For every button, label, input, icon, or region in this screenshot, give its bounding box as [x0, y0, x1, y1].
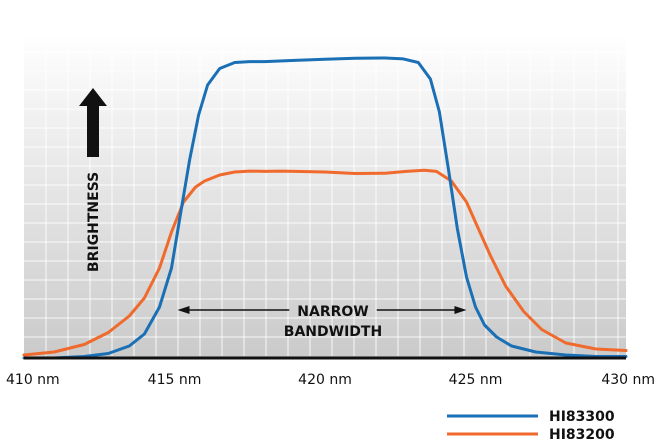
x-tick-label: 425 nm — [449, 372, 503, 388]
legend: HI83300 HI83200 — [447, 409, 615, 440]
x-tick-label: 410 nm — [6, 372, 60, 388]
arrowhead-left-icon — [177, 306, 190, 314]
series-line-hi83300 — [22, 56, 628, 360]
brightness-arrow: BRIGHTNESS — [79, 88, 107, 272]
plot-background — [24, 34, 626, 358]
annotation-line-2: BANDWIDTH — [284, 324, 382, 340]
y-axis-label: BRIGHTNESS — [86, 172, 102, 272]
bandwidth-annotation: NARROW BANDWIDTH — [177, 304, 467, 340]
grid — [24, 34, 626, 356]
x-tick-label: 430 nm — [601, 372, 655, 388]
arrowhead-right-icon — [454, 306, 467, 314]
x-tick-labels: 410 nm 415 nm 420 nm 425 nm 430 nm — [6, 372, 655, 388]
x-tick-label: 420 nm — [298, 372, 352, 388]
annotation-line-1: NARROW — [297, 304, 368, 320]
up-arrow-icon — [79, 88, 107, 157]
series-lines — [22, 56, 628, 360]
series-line-hi83200 — [22, 168, 628, 357]
legend-label-hi83300: HI83300 — [549, 409, 615, 425]
x-tick-label: 415 nm — [148, 372, 202, 388]
legend-label-hi83200: HI83200 — [549, 427, 615, 440]
